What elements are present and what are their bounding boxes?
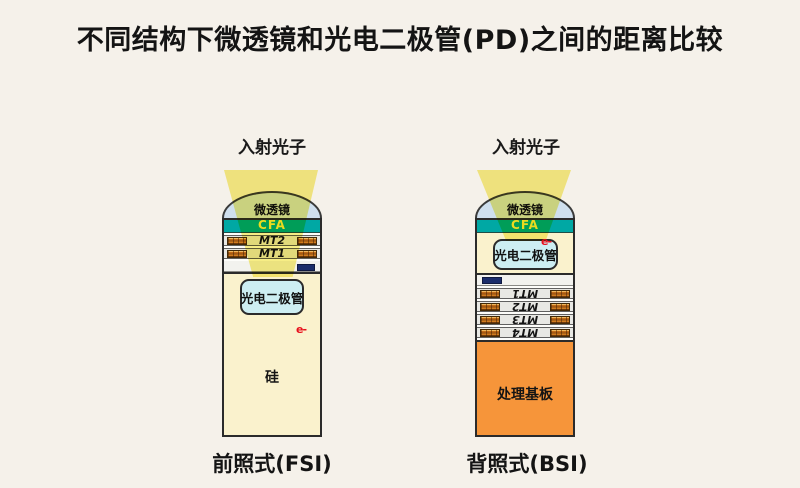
- metal-block: [227, 250, 247, 258]
- fsi-electron-label: e-: [296, 323, 307, 336]
- bsi-silicon-region: 光电二极管 e-: [475, 233, 575, 275]
- fsi-sensor-stack: CFA MT2 MT1 光电二极管 e- 硅: [222, 218, 322, 437]
- fsi-caption: 前照式(FSI): [212, 452, 332, 476]
- fsi-photodiode-box: 光电二极管: [240, 279, 304, 315]
- fsi-silicon-label: 硅: [265, 370, 279, 386]
- fsi-contact-layer: [222, 261, 322, 272]
- diagram-title: 不同结构下微透镜和光电二极管(PD)之间的距离比较: [76, 25, 724, 56]
- bsi-electron-label: e-: [541, 235, 552, 248]
- bsi-cfa-label: CFA: [511, 218, 539, 232]
- fsi-photodiode-label: 光电二极管: [240, 290, 304, 306]
- fsi-silicon-region: 光电二极管 e- 硅: [222, 272, 322, 437]
- fsi-metal-layer-mt1: MT1: [222, 248, 322, 259]
- bsi-mt3-label: MT3: [511, 313, 539, 326]
- bsi-metal-layer-mt3: MT3: [475, 313, 575, 326]
- metal-block: [480, 290, 500, 298]
- gate-block: [297, 264, 315, 271]
- bsi-metal-layer-mt2: MT2: [475, 300, 575, 313]
- bsi-contact-layer: [475, 275, 575, 286]
- gate-block: [482, 277, 502, 284]
- bsi-metal-layer-mt4: MT4: [475, 326, 575, 339]
- fsi-incident-photons-label: 入射光子: [238, 138, 306, 158]
- bsi-mt1-label: MT1: [511, 287, 539, 300]
- bsi-substrate-region: 处理基板: [475, 340, 575, 437]
- fsi-microlens-label: 微透镜: [253, 203, 290, 217]
- bsi-metal-layer-mt1: MT1: [475, 287, 575, 300]
- metal-block: [297, 250, 317, 258]
- bsi-photodiode-label: 光电二极管: [494, 248, 557, 263]
- fsi-cfa-label: CFA: [258, 218, 286, 232]
- fsi-mt1-label: MT1: [258, 247, 286, 260]
- bsi-microlens-dome: 微透镜: [475, 191, 575, 218]
- metal-block: [480, 316, 500, 324]
- fsi-mt2-label: MT2: [258, 234, 286, 247]
- fsi-metal-layer-mt2: MT2: [222, 235, 322, 246]
- metal-block: [550, 290, 570, 298]
- bsi-incident-photons-label: 入射光子: [492, 138, 560, 158]
- bsi-mt4-label: MT4: [511, 326, 539, 339]
- fsi-cfa-layer: CFA: [222, 218, 322, 233]
- fsi-microlens-dome: 微透镜: [222, 191, 322, 218]
- bsi-substrate-label: 处理基板: [497, 387, 553, 403]
- metal-block: [297, 237, 317, 245]
- bsi-cfa-layer: CFA: [475, 218, 575, 233]
- metal-block: [550, 303, 570, 311]
- metal-block: [480, 303, 500, 311]
- metal-block: [480, 329, 500, 337]
- bsi-mt2-label: MT2: [511, 300, 539, 313]
- metal-block: [550, 316, 570, 324]
- bsi-sensor-stack: CFA 光电二极管 e- MT1 MT2: [475, 218, 575, 437]
- metal-block: [227, 237, 247, 245]
- metal-block: [550, 329, 570, 337]
- bsi-microlens-label: 微透镜: [506, 203, 543, 217]
- bsi-caption: 背照式(BSI): [466, 452, 588, 476]
